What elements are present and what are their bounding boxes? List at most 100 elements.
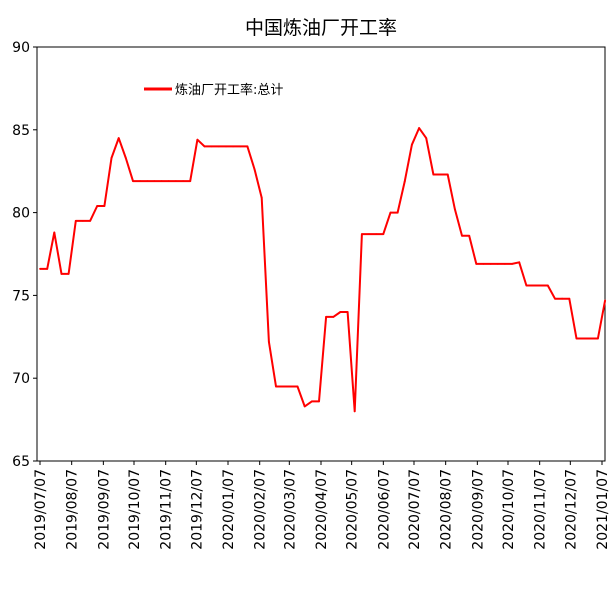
x-tick-label: 2020/12/07 (563, 469, 579, 550)
data-point (489, 263, 492, 265)
data-point (325, 316, 327, 318)
chart-title: 中国炼油厂开工率 (245, 17, 397, 39)
data-point (475, 263, 478, 265)
data-point (461, 234, 463, 237)
plot-area (36, 46, 606, 462)
data-point (482, 263, 485, 265)
y-tick-label: 85 (12, 123, 30, 139)
data-point (425, 137, 428, 140)
y-axis: 65 70 75 80 85 90 (12, 40, 37, 470)
data-point (496, 263, 499, 265)
data-point (167, 180, 170, 183)
data-point (446, 173, 449, 176)
data-point (289, 385, 292, 388)
x-tick-label: 2020/03/07 (282, 469, 298, 550)
data-point (67, 273, 70, 275)
data-point (253, 168, 256, 171)
x-tick-label: 2019/09/07 (96, 469, 112, 550)
data-point (353, 410, 356, 413)
legend: 炼油厂开工率:总计 (144, 82, 283, 98)
data-point (511, 263, 513, 265)
x-tick-label: 2020/09/07 (470, 469, 486, 550)
data-point (432, 173, 435, 176)
data-point (504, 263, 506, 265)
data-point (332, 316, 335, 318)
data-point (103, 205, 106, 207)
data-point (39, 268, 41, 270)
data-point (561, 297, 563, 300)
data-point (182, 180, 185, 183)
data-point (189, 180, 192, 183)
data-point (275, 385, 277, 388)
series-line (40, 127, 607, 413)
x-tick-label: 2019/08/07 (65, 469, 81, 550)
data-point (210, 145, 213, 148)
data-point (525, 284, 528, 287)
y-tick-label: 75 (12, 288, 30, 304)
data-point (589, 337, 592, 340)
data-point (389, 211, 392, 214)
data-point (110, 157, 113, 159)
data-point (46, 268, 49, 270)
data-point (225, 145, 227, 148)
x-tick-label: 2021/01/07 (595, 469, 611, 550)
data-point (310, 400, 313, 403)
data-point (203, 145, 206, 148)
x-axis: 2019/07/07 2019/08/07 2019/09/07 2019/10/07… (33, 461, 611, 550)
data-point (96, 205, 99, 207)
x-tick-label: 2020/06/07 (376, 469, 392, 550)
data-point (153, 180, 156, 183)
x-tick-label: 2020/02/07 (253, 469, 269, 550)
data-point (146, 180, 149, 183)
data-point (132, 180, 134, 183)
data-point (532, 284, 535, 287)
data-point (82, 220, 84, 222)
y-tick-label: 90 (12, 40, 30, 56)
data-point (375, 233, 378, 236)
data-point (217, 145, 220, 148)
x-tick-label: 2020/08/07 (439, 469, 455, 550)
data-point (60, 273, 63, 275)
data-point (42, 268, 44, 270)
data-point (74, 220, 77, 222)
y-tick-label: 70 (12, 371, 30, 387)
x-tick-label: 2019/11/07 (159, 469, 175, 550)
data-point (403, 180, 406, 183)
data-point (117, 137, 120, 140)
data-point (124, 157, 127, 159)
data-point (396, 211, 399, 214)
data-point (597, 337, 599, 340)
x-tick-label: 2019/10/07 (127, 469, 143, 550)
y-tick-label: 80 (12, 206, 30, 222)
data-point (361, 233, 363, 236)
data-point (554, 297, 556, 300)
data-point (303, 405, 306, 408)
series-layer (39, 127, 607, 413)
data-point (296, 385, 299, 388)
data-point (539, 284, 542, 287)
data-point (454, 208, 456, 211)
y-tick-label: 65 (12, 454, 30, 470)
data-point (232, 145, 235, 148)
data-point (339, 311, 342, 313)
data-point (282, 385, 285, 388)
data-point (546, 284, 549, 287)
x-tick-label: 2020/05/07 (345, 469, 361, 550)
data-point (246, 145, 249, 148)
data-point (568, 297, 571, 300)
x-tick-label: 2020/10/07 (501, 469, 517, 550)
x-tick-label: 2020/11/07 (533, 469, 549, 550)
x-tick-label: 2020/07/07 (407, 469, 423, 550)
data-point (53, 231, 56, 234)
data-point (175, 180, 177, 183)
data-point (418, 127, 420, 129)
data-point (268, 340, 270, 343)
x-tick-label: 2019/12/07 (189, 469, 205, 550)
data-point (346, 311, 349, 313)
data-point (582, 337, 585, 340)
x-tick-label: 2019/07/07 (33, 469, 49, 550)
data-point (439, 173, 442, 176)
legend-label: 炼油厂开工率:总计 (175, 82, 283, 98)
data-point (604, 299, 606, 302)
